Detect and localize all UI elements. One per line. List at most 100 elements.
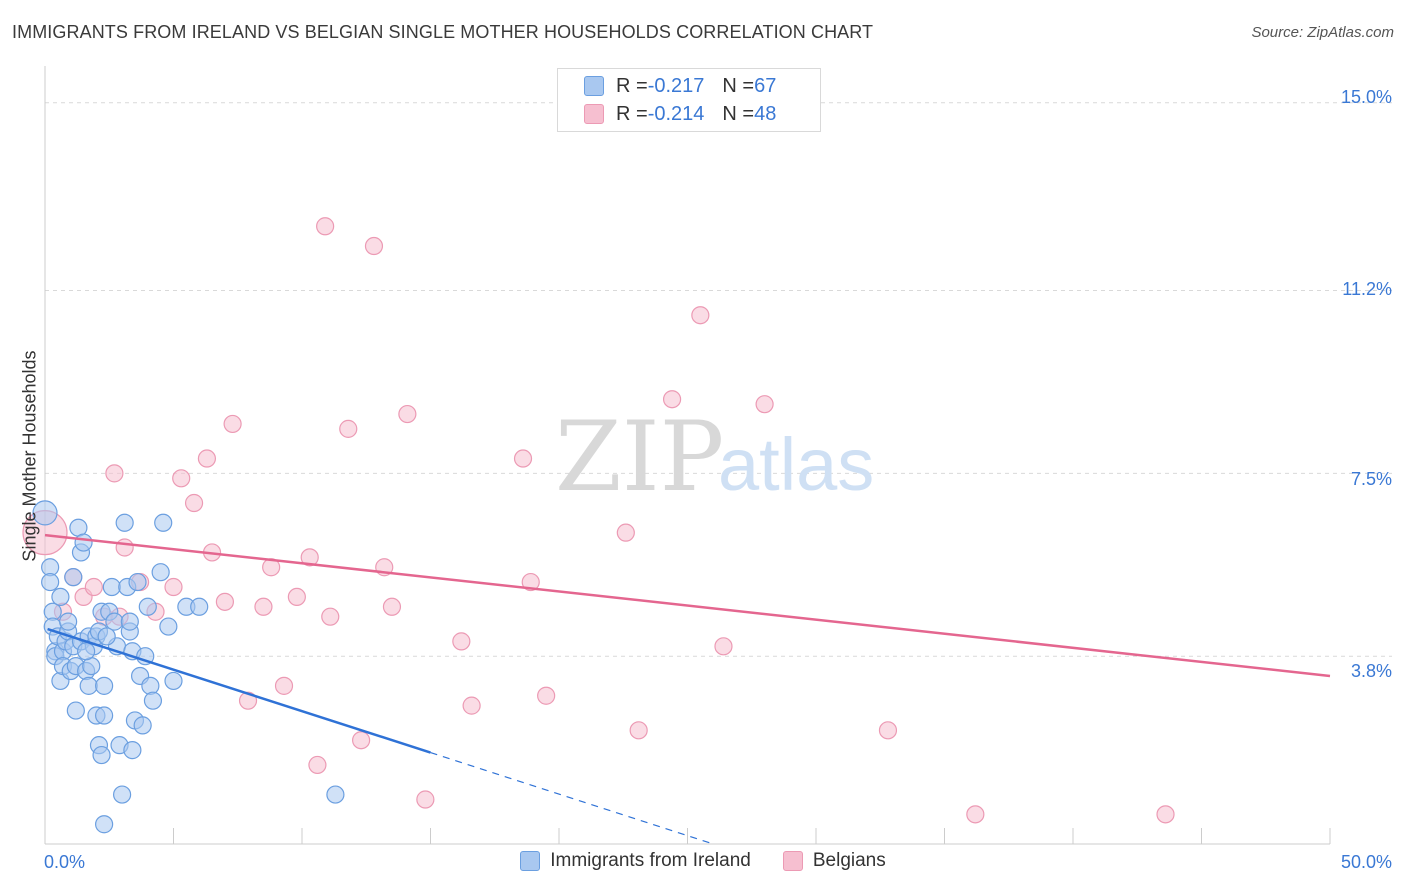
belgians-point-37 — [537, 686, 556, 705]
belgians-point-40 — [662, 390, 682, 409]
watermark: ZIP atlas — [555, 401, 874, 513]
ireland-point-2 — [41, 572, 60, 592]
belgians-point-39 — [629, 721, 648, 740]
ireland-point-59 — [159, 617, 178, 636]
y-tick-label-15: 15.0% — [1340, 87, 1392, 107]
ireland-point-48 — [123, 741, 142, 760]
legend-item-ireland: Immigrants from Ireland — [520, 850, 751, 872]
ireland-point-14 — [59, 612, 78, 631]
belgians-point-22 — [300, 548, 319, 567]
ireland-point-8 — [51, 587, 70, 607]
ireland-point-64 — [95, 815, 114, 834]
legend-n-label: N = — [722, 74, 755, 97]
belgians-point-20 — [274, 676, 294, 695]
belgians-point-13 — [197, 449, 217, 468]
ireland-point-34 — [92, 745, 111, 765]
belgians-point-18 — [254, 597, 273, 616]
ireland-point-46 — [120, 612, 139, 631]
belgians-point-38 — [616, 523, 635, 542]
belgians-point-11 — [172, 469, 191, 488]
ireland-point-36 — [95, 676, 114, 695]
legend-label-belgians: Belgians — [812, 850, 886, 871]
belgians-point-6 — [105, 464, 124, 483]
ireland-point-38 — [102, 577, 121, 597]
legend-row-belgians: R = -0.214 N = 48 — [584, 101, 776, 127]
y-tick-label-7-5: 7.5% — [1350, 469, 1392, 489]
ireland-legend-swatch — [520, 851, 541, 871]
belgians-trend-line — [44, 533, 1331, 678]
grid-lines — [45, 102, 1392, 657]
belgians-point-44 — [878, 721, 898, 740]
legend-n-label: N = — [722, 102, 755, 125]
legend-r-label: R = — [616, 74, 648, 97]
ireland-point-16 — [64, 568, 83, 587]
belgians-point-17 — [238, 691, 258, 710]
belgians-point-26 — [339, 419, 358, 438]
ireland-point-42 — [112, 785, 132, 804]
ireland-point-50 — [128, 572, 147, 592]
legend-r-label: R = — [616, 102, 648, 125]
belgians-swatch — [584, 104, 604, 124]
belgians-point-23 — [308, 755, 327, 775]
belgians-point-27 — [352, 731, 371, 750]
ireland-point-26 — [79, 676, 98, 695]
belgians-point-10 — [164, 577, 183, 597]
y-tick-label-11-2: 11.2% — [1342, 279, 1392, 299]
belgians-point-4 — [84, 577, 103, 597]
ireland-point-58 — [154, 513, 173, 532]
ireland-point-18 — [66, 701, 85, 720]
ireland-point-52 — [133, 716, 152, 735]
ireland-point-66 — [97, 627, 116, 646]
belgians-point-32 — [416, 790, 435, 809]
belgians-point-35 — [513, 449, 533, 468]
series-legend: Immigrants from Ireland Belgians — [0, 850, 1406, 872]
belgians-point-45 — [966, 805, 985, 824]
belgians-point-21 — [287, 587, 306, 607]
x-tick-label-50: 50.0% — [1340, 852, 1392, 872]
legend-row-ireland: R = -0.217 N = 67 — [584, 73, 776, 99]
ireland-point-35 — [95, 706, 114, 725]
belgians-points — [22, 217, 1175, 824]
legend-item-belgians: Belgians — [782, 850, 886, 872]
source-note: Source: ZipAtlas.com — [1251, 24, 1394, 41]
belgians-point-24 — [316, 217, 335, 236]
axes — [44, 66, 1331, 845]
belgians-point-28 — [364, 236, 384, 256]
ireland-point-23 — [74, 533, 93, 552]
ireland-swatch — [584, 76, 604, 96]
belgians-point-16 — [223, 414, 242, 434]
watermark-zip: ZIP — [555, 401, 724, 513]
x-tick-label-0: 0.0% — [44, 852, 86, 872]
ireland-point-54 — [138, 597, 157, 616]
trend-lines — [44, 533, 1331, 845]
legend-n-value: 67 — [754, 74, 777, 97]
belgians-point-15 — [215, 592, 234, 611]
belgians-point-43 — [755, 395, 774, 414]
ireland-point-57 — [151, 563, 170, 582]
ireland-point-63 — [326, 785, 345, 804]
ireland-point-43 — [115, 513, 134, 532]
legend-label-ireland: Immigrants from Ireland — [550, 850, 751, 871]
belgians-point-7 — [115, 538, 134, 557]
ireland-point-56 — [143, 691, 163, 710]
ireland-point-62 — [190, 597, 209, 616]
belgians-legend-swatch — [782, 851, 803, 871]
belgians-point-25 — [321, 607, 340, 626]
belgians-point-46 — [1156, 805, 1175, 824]
ireland-point-55 — [141, 676, 160, 695]
y-tick-label-3-8: 3.8% — [1350, 661, 1392, 681]
belgians-point-30 — [382, 597, 402, 616]
belgians-point-41 — [691, 306, 710, 325]
ireland-trend-line — [47, 627, 431, 754]
legend-r-value: -0.217 — [647, 74, 705, 97]
watermark-atlas: atlas — [718, 423, 874, 506]
belgians-point-36 — [521, 572, 540, 592]
ireland-trend-extension — [430, 752, 714, 845]
ireland-point-65 — [77, 642, 96, 661]
belgians-point-33 — [452, 632, 471, 651]
ireland-point-60 — [164, 671, 183, 691]
legend-r-value: -0.214 — [647, 102, 705, 125]
legend-n-value: 48 — [754, 102, 777, 125]
belgians-point-12 — [184, 493, 204, 513]
